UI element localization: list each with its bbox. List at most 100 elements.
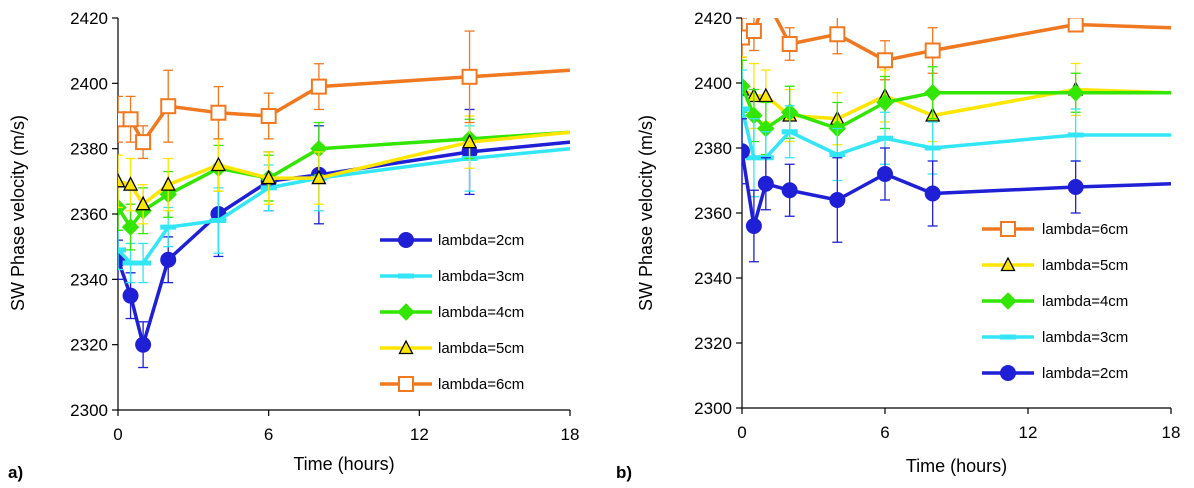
data-point — [781, 36, 798, 52]
series-line — [742, 85, 1171, 131]
series-lambda-5cm — [742, 56, 1171, 146]
legend-entry: lambda=2cm — [982, 365, 1128, 382]
data-point — [757, 175, 774, 192]
y-tick-label: 2320 — [70, 336, 108, 355]
data-point — [924, 185, 941, 202]
data-point — [122, 176, 139, 191]
legend-entry: lambda=6cm — [982, 221, 1128, 238]
data-point — [210, 156, 227, 172]
legend-entry: lambda=3cm — [982, 329, 1128, 346]
y-tick-label: 2380 — [70, 140, 108, 159]
x-tick-label: 18 — [561, 425, 580, 444]
legend-entry: lambda=4cm — [982, 292, 1128, 310]
legend-label: lambda=2cm — [1042, 365, 1128, 382]
data-point — [877, 52, 893, 69]
legend-label: lambda=3cm — [438, 268, 524, 285]
legend-entry: lambda=5cm — [380, 339, 524, 357]
y-tick-label: 2340 — [694, 269, 732, 288]
legend-marker — [1000, 221, 1016, 237]
data-point — [745, 23, 762, 39]
y-tick-label: 2380 — [694, 139, 732, 158]
data-point — [745, 218, 762, 234]
data-point — [135, 134, 152, 151]
data-point — [160, 98, 177, 115]
data-point — [261, 169, 277, 185]
y-tick-label: 2320 — [694, 334, 732, 353]
y-axis-label: SW Phase velocity (m/s) — [636, 115, 656, 311]
data-point — [310, 78, 327, 95]
legend: lambda=2cm lambda=3cm lambda=4cm lambda=5cm… — [380, 232, 524, 393]
y-tick-label: 2300 — [694, 399, 732, 418]
legend-label: lambda=4cm — [1042, 293, 1128, 310]
y-tick-label: 2420 — [70, 9, 108, 28]
data-point — [924, 42, 941, 59]
legend-marker — [1000, 365, 1016, 381]
data-point — [759, 0, 773, 6]
data-point — [1067, 18, 1084, 33]
data-point — [1067, 179, 1084, 195]
x-axis-label: Time (hours) — [906, 456, 1007, 476]
legend-entry: lambda=4cm — [380, 303, 524, 321]
series-lambda-5cm — [118, 115, 570, 225]
data-point — [877, 166, 893, 182]
series-lambda-6cm — [742, 0, 1171, 81]
data-point — [829, 192, 846, 208]
y-axis-label: SW Phase velocity (m/s) — [8, 115, 28, 311]
data-point — [742, 77, 751, 95]
legend-label: lambda=5cm — [1042, 257, 1128, 274]
legend-marker — [999, 292, 1017, 310]
data-point — [781, 182, 798, 199]
data-point — [260, 108, 277, 124]
legend-label: lambda=3cm — [1042, 329, 1128, 346]
x-tick-label: 18 — [1162, 423, 1181, 442]
data-point — [923, 84, 942, 102]
y-tick-label: 2420 — [694, 9, 732, 28]
series-lambda-6cm — [118, 30, 570, 160]
x-tick-label: 0 — [113, 425, 122, 444]
data-point — [122, 287, 139, 304]
y-tick-label: 2300 — [70, 401, 108, 420]
data-point — [1066, 84, 1085, 102]
data-point — [311, 169, 327, 185]
data-point — [829, 26, 846, 43]
x-tick-label: 6 — [264, 425, 273, 444]
legend-label: lambda=6cm — [1042, 221, 1128, 238]
legend-marker — [397, 303, 415, 321]
legend-label: lambda=4cm — [438, 304, 524, 321]
chart-panel-b: 2300 2320 2340 2360 2380 2400 2420 0 6 12 18 Time (… — [616, 0, 1181, 482]
legend-entry: lambda=3cm — [380, 268, 524, 285]
legend-entry: lambda=5cm — [982, 256, 1128, 274]
series-line — [118, 130, 570, 206]
data-point — [118, 172, 126, 188]
series-line — [118, 130, 570, 229]
data-point — [210, 104, 227, 121]
data-point — [122, 111, 139, 128]
series-lambda-2cm — [742, 118, 1171, 263]
x-tick-label: 12 — [1019, 423, 1038, 442]
chart-panel-a: 2300 2320 2340 2360 2380 2400 2420 0 6 12 18 Time (… — [8, 9, 579, 482]
data-point — [461, 133, 478, 149]
data-point — [160, 176, 176, 191]
legend-marker — [398, 339, 414, 355]
series-line — [742, 151, 1171, 228]
x-axis-label: Time (hours) — [293, 454, 394, 474]
y-tick-label: 2360 — [70, 205, 108, 224]
x-tick-label: 12 — [410, 425, 429, 444]
series-line — [118, 68, 570, 144]
legend-marker — [398, 232, 414, 248]
x-tick-label: 6 — [880, 423, 889, 442]
data-point — [876, 93, 894, 112]
panel-label: b) — [616, 463, 632, 482]
series-line — [742, 18, 1171, 63]
legend-entry: lambda=6cm — [380, 376, 524, 393]
legend-marker — [398, 376, 414, 392]
data-point — [135, 195, 151, 211]
data-point — [758, 87, 774, 103]
y-tick-label: 2400 — [70, 74, 108, 93]
legend-label: lambda=2cm — [438, 232, 524, 249]
legend-label: lambda=6cm — [438, 376, 524, 393]
data-point — [135, 336, 152, 353]
panel-label: a) — [8, 463, 23, 482]
data-point — [742, 143, 750, 160]
